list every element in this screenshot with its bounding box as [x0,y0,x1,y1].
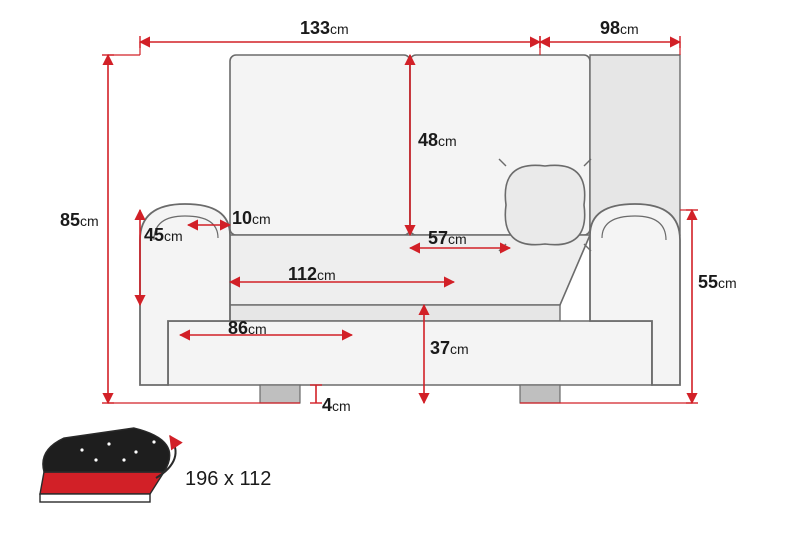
bed-size-label: 196 x 112 [185,468,271,491]
diagram-stage: 133cm98cm48cm85cm45cm10cm57cm112cm55cm86… [0,0,800,533]
bed-unfold-icon [0,0,800,533]
bed-size-value: 196 x 112 [185,468,271,490]
